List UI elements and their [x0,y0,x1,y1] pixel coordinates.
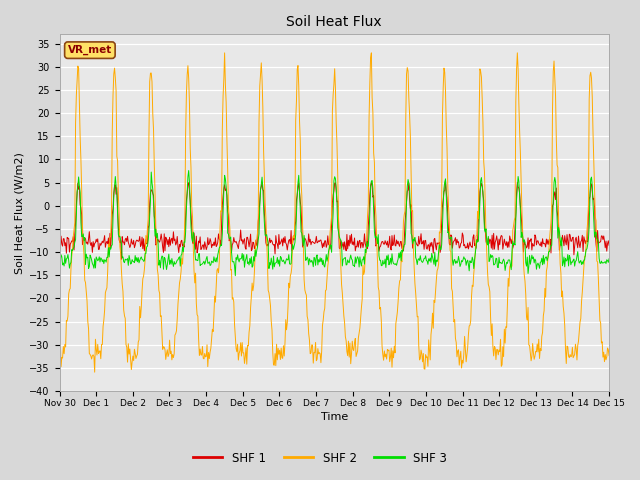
SHF 1 [56,238,63,243]
Text: VR_met: VR_met [68,45,112,55]
SHF 3 [403,199,410,204]
SHF 3 [232,273,239,278]
SHF 2 [56,349,63,355]
SHF 2 [419,359,426,365]
SHF 2 [221,50,228,56]
Title: Soil Heat Flux: Soil Heat Flux [287,15,382,29]
SHF 3 [185,168,193,173]
SHF 1 [402,210,410,216]
Y-axis label: Soil Heat Flux (W/m2): Soil Heat Flux (W/m2) [15,152,25,274]
SHF 3 [122,257,130,263]
SHF 1 [208,245,216,251]
Line: SHF 1: SHF 1 [60,180,609,259]
SHF 1 [442,178,449,183]
SHF 1 [66,249,74,255]
Legend: SHF 1, SHF 2, SHF 3: SHF 1, SHF 2, SHF 3 [188,447,452,469]
Line: SHF 3: SHF 3 [60,170,609,276]
SHF 3 [605,256,613,262]
SHF 2 [403,72,410,77]
SHF 1 [605,242,613,248]
SHF 1 [179,243,186,249]
SHF 3 [56,263,63,268]
X-axis label: Time: Time [321,412,348,422]
SHF 3 [208,258,216,264]
SHF 3 [419,260,426,265]
SHF 2 [91,369,99,375]
SHF 2 [179,261,186,267]
Line: SHF 2: SHF 2 [60,53,609,372]
SHF 1 [123,239,131,244]
SHF 1 [418,241,426,247]
SHF 2 [605,353,613,359]
SHF 1 [118,256,125,262]
SHF 2 [123,345,131,350]
SHF 2 [208,336,216,342]
SHF 3 [66,265,74,271]
SHF 3 [178,252,186,257]
SHF 2 [66,287,74,293]
